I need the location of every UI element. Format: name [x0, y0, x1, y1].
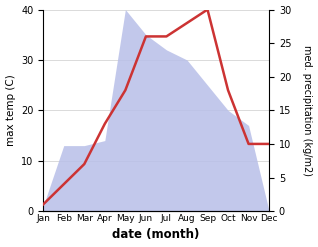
Y-axis label: med. precipitation (kg/m2): med. precipitation (kg/m2) [302, 45, 313, 176]
X-axis label: date (month): date (month) [113, 228, 200, 242]
Y-axis label: max temp (C): max temp (C) [5, 74, 16, 146]
